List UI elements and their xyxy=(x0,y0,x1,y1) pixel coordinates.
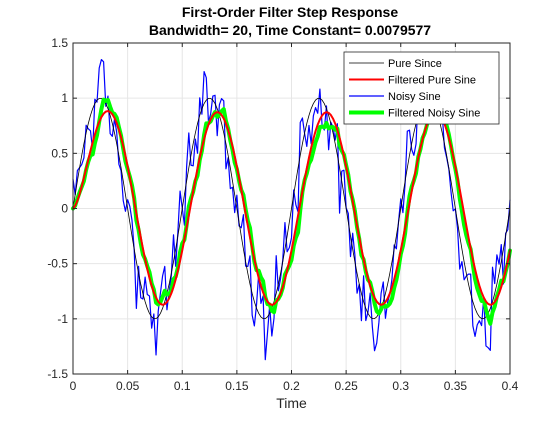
x-tick-label: 0 xyxy=(70,379,77,393)
x-tick-label: 0.2 xyxy=(283,379,300,393)
legend-item-pure-sine-label: Pure Since xyxy=(388,58,442,70)
legend: Pure Since Filtered Pure Sine Noisy Sine Fi… xyxy=(343,51,500,125)
legend-item-filtered-pure-sine-label: Filtered Pure Sine xyxy=(388,75,476,87)
x-axis-label: Time xyxy=(276,395,307,411)
x-tick-label: 0.35 xyxy=(444,379,468,393)
y-tick-label: -1 xyxy=(57,312,68,326)
x-tick-label: 0.1 xyxy=(174,379,191,393)
legend-item-filtered-noisy-sine-label: Filtered Noisy Sine xyxy=(388,108,480,120)
y-tick-label: 1.5 xyxy=(51,36,68,50)
chart-title: First-Order Filter Step Response xyxy=(182,4,398,20)
x-tick-label: 0.15 xyxy=(225,379,249,393)
y-tick-label: 0 xyxy=(61,202,68,216)
y-tick-label: 1 xyxy=(61,91,68,105)
x-tick-label: 0.25 xyxy=(334,379,358,393)
x-tick-label: 0.4 xyxy=(502,379,519,393)
y-tick-label: 0.5 xyxy=(51,146,68,160)
x-tick-label: 0.05 xyxy=(116,379,140,393)
x-tick-label: 0.3 xyxy=(392,379,409,393)
y-tick-label: -1.5 xyxy=(47,367,68,381)
y-tick-label: -0.5 xyxy=(47,257,68,271)
legend-item-noisy-sine-label: Noisy Sine xyxy=(388,91,441,103)
chart-subtitle: Bandwidth= 20, Time Constant= 0.0079577 xyxy=(149,22,431,38)
axis-ticks: 0 0.05 0.1 0.15 0.2 0.25 0.3 0.35 0.4 -1.5 -1 -0.5 0… xyxy=(47,36,518,393)
